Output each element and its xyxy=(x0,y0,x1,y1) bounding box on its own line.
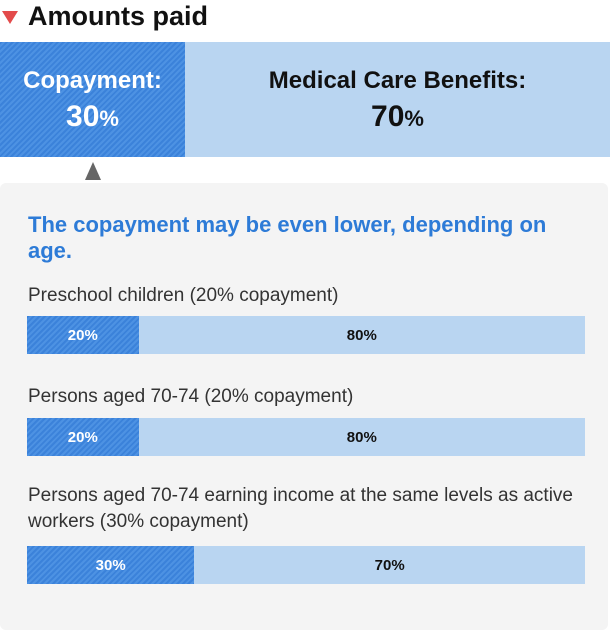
stacked-bar: 30% 70% xyxy=(27,546,585,584)
data-label: 20% xyxy=(67,428,98,446)
copayment-label: Copayment: xyxy=(23,66,162,94)
category-label: Persons aged 70-74 (20% copayment) xyxy=(28,386,354,407)
copayment-value: 30% xyxy=(66,99,119,133)
stacked-bar: 20% 80% xyxy=(27,418,585,456)
stacked-bar: 20% 80% xyxy=(27,316,585,354)
benefits-bar-segment: 80% xyxy=(138,418,585,456)
copayment-bar-segment: 20% xyxy=(27,316,139,354)
benefits-segment: Medical Care Benefits: 70% xyxy=(185,42,610,157)
pointer-up-icon xyxy=(85,162,101,180)
data-label: 80% xyxy=(346,428,377,446)
triangle-down-icon xyxy=(2,10,18,24)
data-label: 20% xyxy=(67,326,98,344)
overall-split-bar: Copayment: 30% Medical Care Benefits: 70… xyxy=(0,42,610,157)
benefits-value: 70% xyxy=(371,99,424,133)
copayment-bar-segment: 30% xyxy=(27,546,195,584)
section-title: Amounts paid xyxy=(2,0,208,32)
data-label: 30% xyxy=(95,556,126,574)
data-label: 70% xyxy=(374,556,405,574)
panel-heading: The copayment may be even lower, dependi… xyxy=(28,212,547,263)
copayment-bar-segment: 20% xyxy=(27,418,139,456)
benefits-bar-segment: 80% xyxy=(138,316,585,354)
category-label: Preschool children (20% copayment) xyxy=(28,285,339,306)
benefits-bar-segment: 70% xyxy=(194,546,585,584)
category-label: Persons aged 70-74 earning income at the… xyxy=(28,485,573,532)
section-title-text: Amounts paid xyxy=(28,0,208,31)
data-label: 80% xyxy=(346,326,377,344)
benefits-label: Medical Care Benefits: xyxy=(268,66,527,94)
copayment-segment: Copayment: 30% xyxy=(0,42,185,157)
